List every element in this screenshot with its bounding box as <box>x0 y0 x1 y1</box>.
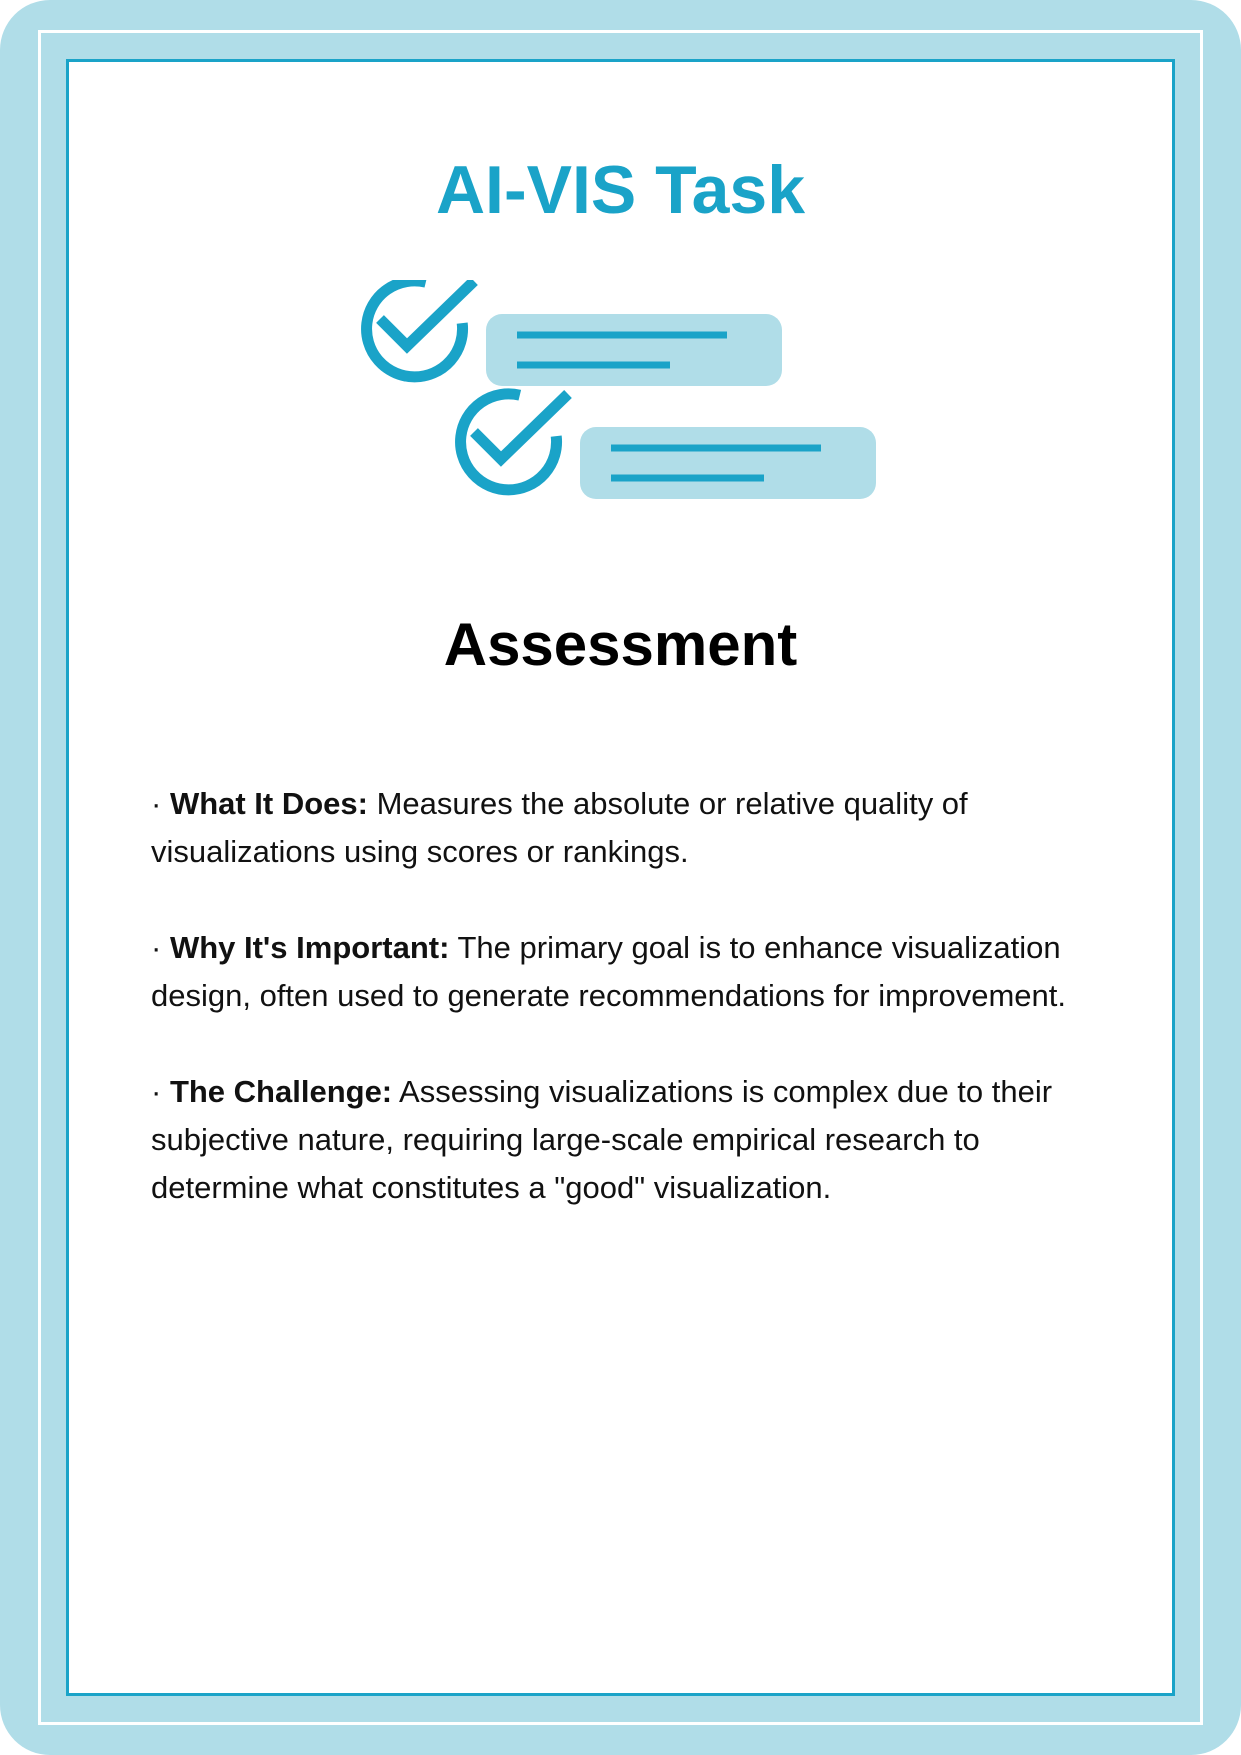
card-title: AI-VIS Task <box>435 152 806 228</box>
bullet-label: Why It's Important: <box>169 930 450 965</box>
bullet-label: The Challenge: <box>169 1074 393 1109</box>
bullet-marker: · <box>151 786 170 821</box>
bullet-text: The primary goal is to enhance visualiza… <box>151 930 1067 1013</box>
checklist-row-2 <box>455 388 876 499</box>
bullet-list: · What It Does: Measures the absolute or… <box>151 780 1101 1260</box>
card-frame-ring <box>38 30 1203 1725</box>
section-heading: Assessment <box>443 611 798 678</box>
bullet-marker: · <box>151 930 170 965</box>
bullet-why-important: · Why It's Important: The primary goal i… <box>151 924 1101 1020</box>
bullet-marker: · <box>151 1074 170 1109</box>
bullet-text: Assessing visualizations is complex due … <box>151 1074 1053 1205</box>
bullet-label: What It Does: <box>169 786 368 821</box>
checklist-icon <box>361 280 876 499</box>
bullet-challenge: · The Challenge: Assessing visualization… <box>151 1068 1101 1212</box>
bullet-text: Measures the absolute or relative qualit… <box>151 786 968 869</box>
bullet-what-it-does: · What It Does: Measures the absolute or… <box>151 780 1101 876</box>
checklist-row-1 <box>361 280 782 386</box>
